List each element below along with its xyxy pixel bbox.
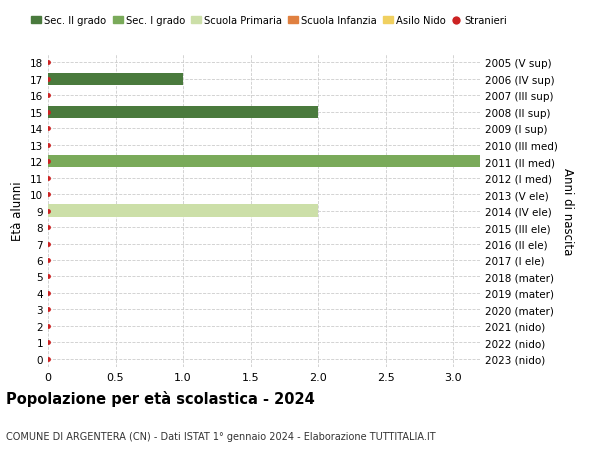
Bar	[48, 73, 183, 86]
Text: COMUNE DI ARGENTERA (CN) - Dati ISTAT 1° gennaio 2024 - Elaborazione TUTTITALIA.: COMUNE DI ARGENTERA (CN) - Dati ISTAT 1°…	[6, 431, 436, 441]
Bar	[48, 156, 480, 168]
Text: Popolazione per età scolastica - 2024: Popolazione per età scolastica - 2024	[6, 390, 315, 406]
Y-axis label: Età alunni: Età alunni	[11, 181, 25, 241]
Bar	[48, 205, 318, 217]
Bar	[48, 106, 318, 119]
Y-axis label: Anni di nascita: Anni di nascita	[562, 168, 574, 255]
Legend: Sec. II grado, Sec. I grado, Scuola Primaria, Scuola Infanzia, Asilo Nido, Stran: Sec. II grado, Sec. I grado, Scuola Prim…	[31, 17, 507, 26]
